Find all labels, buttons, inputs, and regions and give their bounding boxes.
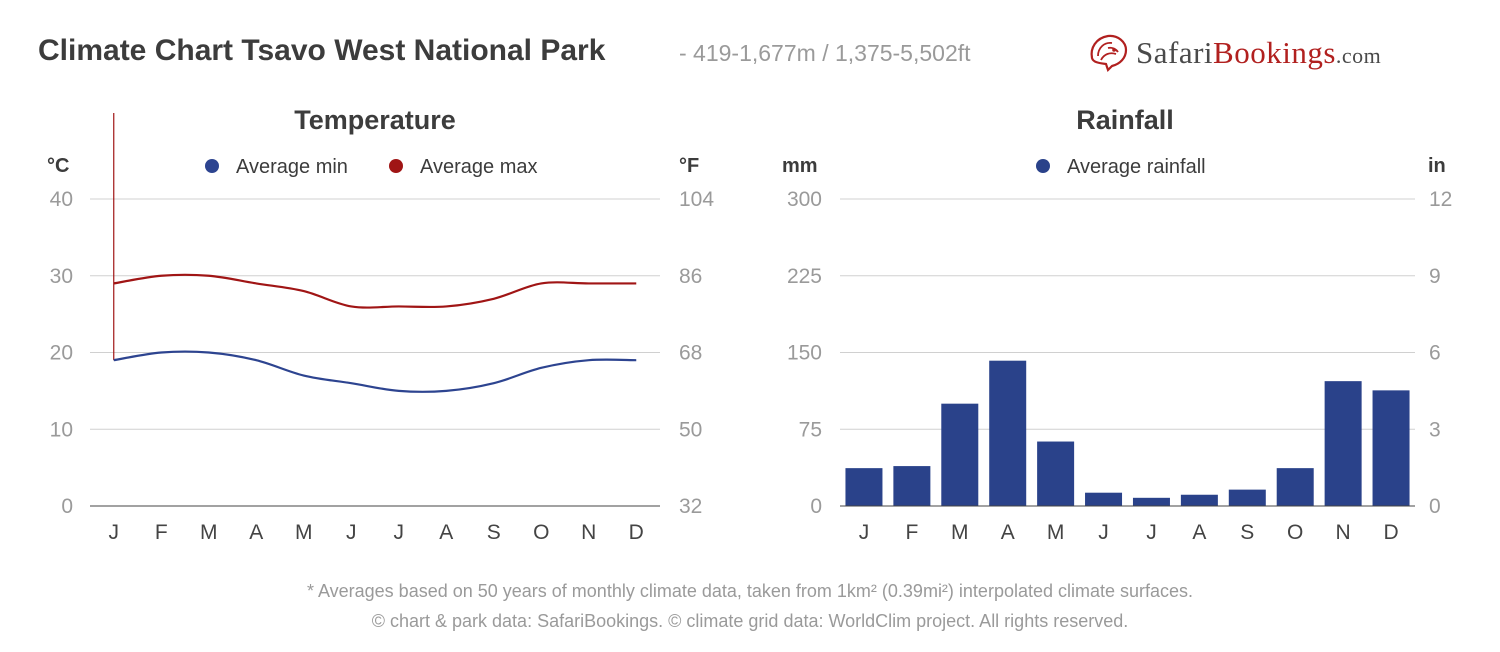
legend-average-max-label: Average max — [420, 156, 537, 178]
rainfall-bar — [845, 468, 883, 506]
rainfall-x-tick: J — [859, 521, 870, 544]
rainfall-y-left-tick: 0 — [810, 495, 822, 518]
temperature-y-right-tick: 32 — [679, 495, 702, 518]
legend-average-min-marker — [205, 159, 219, 173]
page-title: Climate Chart Tsavo West National Park — [38, 34, 606, 67]
temperature-y-left-tick: 20 — [50, 342, 73, 365]
rainfall-x-tick: J — [1146, 521, 1157, 544]
temperature-y-right-tick: 50 — [679, 418, 702, 441]
rainfall-y-left-tick: 300 — [787, 188, 822, 211]
rainfall-x-tick: D — [1383, 521, 1398, 544]
temperature-x-tick: O — [533, 521, 549, 544]
rainfall-x-tick: N — [1336, 521, 1351, 544]
temperature-right-unit-label: °F — [679, 155, 699, 177]
temperature-left-unit-label: °C — [47, 155, 69, 177]
brand-part-bookings: Bookings — [1213, 35, 1336, 70]
lion-logo-icon — [1090, 34, 1128, 73]
temperature-y-left-tick: 0 — [61, 495, 73, 518]
legend-average-max-marker — [389, 159, 403, 173]
temperature-y-left-tick: 40 — [50, 188, 73, 211]
brand-part-com: .com — [1335, 43, 1382, 68]
rainfall-y-right-tick: 0 — [1429, 495, 1441, 518]
footnote-averages: * Averages based on 50 years of monthly … — [306, 581, 1194, 601]
rainfall-left-unit-label: mm — [782, 155, 818, 177]
temperature-chart-title: Temperature — [294, 105, 456, 135]
average-max-line — [113, 273, 637, 309]
rainfall-x-tick: S — [1240, 521, 1254, 544]
temperature-y-right-tick: 68 — [679, 342, 702, 365]
rainfall-y-right-tick: 9 — [1429, 265, 1441, 288]
rainfall-y-left-tick: 75 — [799, 418, 822, 441]
rainfall-bar — [989, 360, 1027, 506]
rainfall-x-tick: O — [1287, 521, 1303, 544]
temperature-x-tick: M — [200, 521, 218, 544]
rainfall-x-tick: A — [1192, 521, 1206, 544]
rainfall-x-tick: F — [905, 521, 918, 544]
legend-average-rainfall-label: Average rainfall — [1067, 156, 1206, 178]
rainfall-x-tick: M — [1047, 521, 1065, 544]
temperature-x-tick: J — [109, 521, 120, 544]
temperature-y-left-tick: 30 — [50, 265, 73, 288]
rainfall-bar — [1324, 381, 1362, 506]
temperature-x-tick: D — [629, 521, 644, 544]
rainfall-y-left-tick: 150 — [787, 342, 822, 365]
temperature-x-tick: A — [249, 521, 263, 544]
brand-logo[interactable]: SafariBookings.com — [1086, 30, 1466, 74]
temperature-x-tick: N — [581, 521, 596, 544]
footnote-copyright: © chart & park data: SafariBookings. © c… — [371, 611, 1129, 631]
rainfall-bar — [1085, 492, 1123, 506]
elevation-subtitle: - 419-1,677m / 1,375-5,502ft — [679, 40, 971, 66]
rainfall-y-left-tick: 225 — [787, 265, 822, 288]
rainfall-bar — [941, 403, 979, 506]
rainfall-x-tick: A — [1001, 521, 1015, 544]
rainfall-bar — [1037, 441, 1075, 506]
rainfall-bar — [1372, 390, 1410, 506]
brand-wordmark: SafariBookings.com — [1136, 35, 1381, 71]
temperature-y-right-tick: 86 — [679, 265, 702, 288]
average-min-line — [113, 350, 637, 393]
rainfall-y-right-tick: 3 — [1429, 418, 1441, 441]
brand-part-safari: Safari — [1136, 35, 1214, 70]
rainfall-bar — [1276, 468, 1314, 506]
rainfall-y-right-tick: 12 — [1429, 188, 1452, 211]
temperature-x-tick: J — [346, 521, 357, 544]
temperature-x-tick: J — [394, 521, 405, 544]
temperature-y-left-tick: 10 — [50, 418, 73, 441]
rainfall-right-unit-label: in — [1428, 155, 1446, 177]
rainfall-bar — [1132, 497, 1170, 506]
legend-average-min-label: Average min — [236, 156, 348, 178]
rainfall-y-right-tick: 6 — [1429, 342, 1441, 365]
rainfall-x-tick: M — [951, 521, 969, 544]
temperature-x-tick: A — [439, 521, 453, 544]
rainfall-bar — [893, 466, 931, 506]
rainfall-x-tick: J — [1098, 521, 1109, 544]
rainfall-chart-title: Rainfall — [1076, 105, 1174, 135]
temperature-x-tick: S — [487, 521, 501, 544]
legend-average-rainfall-marker — [1036, 159, 1050, 173]
rainfall-bar — [1180, 494, 1218, 506]
temperature-x-tick: F — [155, 521, 168, 544]
rainfall-bar — [1228, 489, 1266, 506]
temperature-y-right-tick: 104 — [679, 188, 714, 211]
temperature-x-tick: M — [295, 521, 313, 544]
